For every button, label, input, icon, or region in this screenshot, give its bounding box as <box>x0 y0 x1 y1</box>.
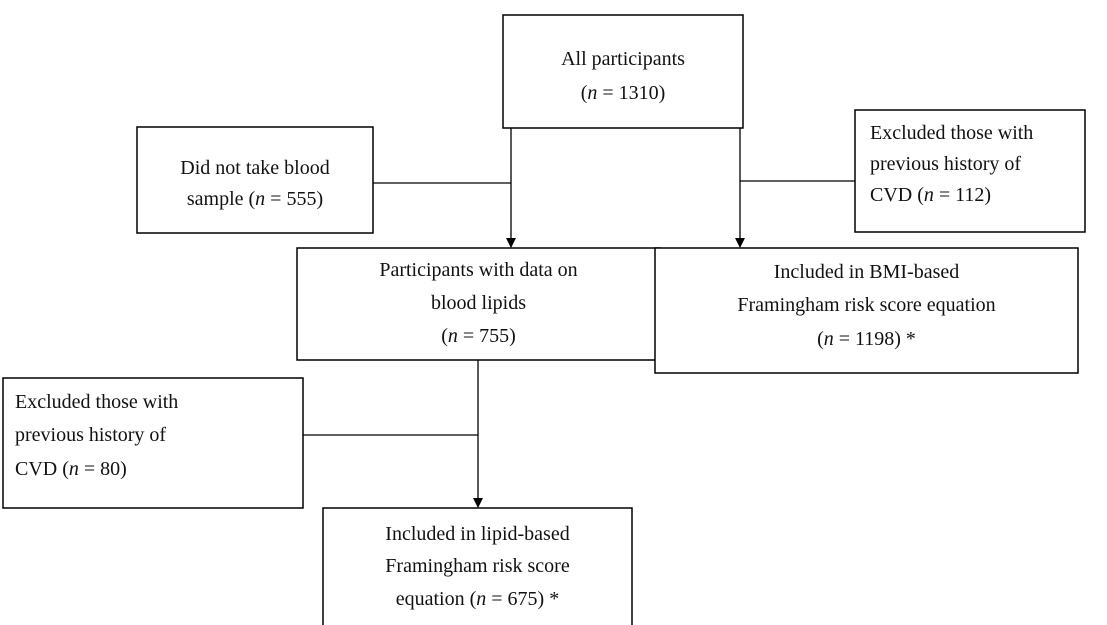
text-segment: = 555) <box>265 188 323 210</box>
text-segment: equation ( <box>396 588 477 610</box>
node-box <box>2 377 304 509</box>
text-segment: previous history of <box>870 153 1021 175</box>
text-segment: Did not take blood <box>180 157 329 179</box>
text-segment: n <box>587 82 597 104</box>
node-text: blood lipids <box>431 292 526 314</box>
text-segment: previous history of <box>15 424 166 446</box>
text-segment: Included in lipid-based <box>385 523 569 545</box>
node-text: Excluded those with <box>15 391 178 413</box>
node-text: Excluded those with <box>870 122 1033 144</box>
text-segment: = 112) <box>934 184 991 206</box>
text-segment: = 80) <box>79 458 127 480</box>
node-text: Participants with data on <box>379 259 577 281</box>
flow-node: Included in lipid-based Framingham risk s… <box>322 507 633 625</box>
node-text: (n = 755) <box>441 325 516 347</box>
text-segment: n <box>448 325 458 347</box>
node-box <box>502 14 744 129</box>
text-segment: n <box>255 188 265 210</box>
node-text: (n = 1310) <box>581 82 666 104</box>
text-segment: = 1198) * <box>834 328 916 350</box>
text-segment: ( <box>817 328 824 350</box>
node-box <box>854 109 1086 233</box>
text-segment: = 1310) <box>597 82 665 104</box>
node-text: sample (n = 555) <box>187 188 323 210</box>
text-segment: Excluded those with <box>870 122 1033 144</box>
text-segment: ( <box>441 325 448 347</box>
text-segment: Framingham risk score <box>385 555 570 577</box>
text-segment: n <box>69 458 79 480</box>
text-segment: Included in BMI-based <box>774 261 960 283</box>
text-segment: ( <box>581 82 588 104</box>
text-segment: All participants <box>561 48 685 70</box>
node-box <box>296 247 661 361</box>
node-text: (n = 1198) * <box>817 328 916 350</box>
text-segment: Participants with data on <box>379 259 577 281</box>
text-segment: CVD ( <box>15 458 69 480</box>
text-segment: Excluded those with <box>15 391 178 413</box>
text-segment: sample ( <box>187 188 256 210</box>
text-segment: n <box>924 184 934 206</box>
node-text: Did not take blood <box>180 157 329 179</box>
flow-node: Excluded those with previous history of CV… <box>854 109 1086 233</box>
node-text: Framingham risk score <box>385 555 570 577</box>
node-text: equation (n = 675) * <box>396 588 559 610</box>
flow-node: Did not take blood sample (n = 555) <box>136 126 374 234</box>
flow-node: All participants (n = 1310) <box>502 14 744 129</box>
node-text: previous history of <box>870 153 1021 175</box>
node-text: Included in lipid-based <box>385 523 569 545</box>
flow-node: Included in BMI-based Framingham risk sco… <box>654 247 1079 374</box>
text-segment: Framingham risk score equation <box>737 294 995 316</box>
text-segment: n <box>476 588 486 610</box>
node-text: All participants <box>561 48 685 70</box>
text-segment: n <box>824 328 834 350</box>
text-segment: = 675) * <box>486 588 559 610</box>
text-segment: blood lipids <box>431 292 526 314</box>
text-segment: CVD ( <box>870 184 924 206</box>
node-text: Included in BMI-based <box>774 261 960 283</box>
node-text: previous history of <box>15 424 166 446</box>
node-text: Framingham risk score equation <box>737 294 995 316</box>
node-box <box>654 247 1079 374</box>
text-segment: = 755) <box>458 325 516 347</box>
connectors <box>303 128 855 508</box>
node-box <box>136 126 374 234</box>
flow-node: Excluded those with previous history of CV… <box>2 377 304 509</box>
node-text: CVD (n = 80) <box>15 458 127 480</box>
node-box <box>322 507 633 625</box>
node-text: CVD (n = 112) <box>870 184 991 206</box>
flow-node: Participants with data on blood lipids (n … <box>296 247 661 361</box>
